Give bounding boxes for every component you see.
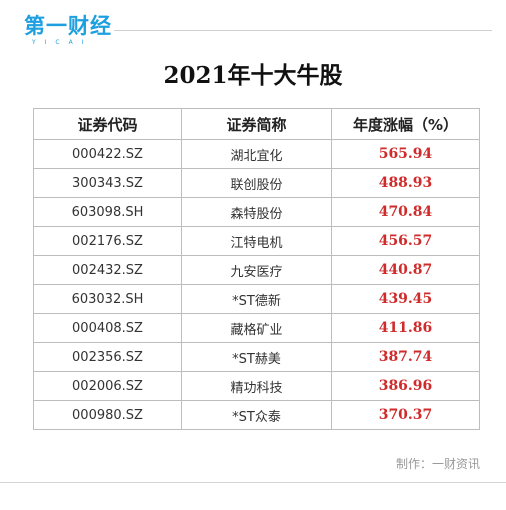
header-code: 证券代码 — [33, 108, 182, 140]
table-row: 603032.SH *ST德新 439.45 — [33, 284, 480, 314]
table-row: 002356.SZ *ST赫美 387.74 — [33, 342, 480, 372]
stock-name: 九安医疗 — [181, 255, 332, 285]
stock-gain: 565.94 — [331, 139, 480, 169]
stock-gain: 370.37 — [331, 400, 480, 430]
stock-code: 002356.SZ — [33, 342, 182, 372]
stock-code: 000980.SZ — [33, 400, 182, 430]
stock-code: 002432.SZ — [33, 255, 182, 285]
stock-code: 000422.SZ — [33, 139, 182, 169]
stock-name: 藏格矿业 — [181, 313, 332, 343]
table-row: 000408.SZ 藏格矿业 411.86 — [33, 313, 480, 343]
top-bar: 第一财经 YICAI — [0, 0, 506, 50]
stock-name: 湖北宜化 — [181, 139, 332, 169]
table-row: 000980.SZ *ST众泰 370.37 — [33, 400, 480, 430]
table-row: 000422.SZ 湖北宜化 565.94 — [33, 139, 480, 169]
stock-gain: 387.74 — [331, 342, 480, 372]
stock-name: *ST众泰 — [181, 400, 332, 430]
table-row: 002432.SZ 九安医疗 440.87 — [33, 255, 480, 285]
stock-gain: 470.84 — [331, 197, 480, 227]
logo-text: 第一财经 — [24, 14, 112, 38]
stock-gain: 488.93 — [331, 168, 480, 198]
stock-gain: 411.86 — [331, 313, 480, 343]
header-gain: 年度涨幅（%） — [331, 108, 480, 140]
credit-line: 制作：一财资讯 — [395, 457, 480, 471]
stock-gain: 386.96 — [331, 371, 480, 401]
table-row: 002006.SZ 精功科技 386.96 — [33, 371, 480, 401]
stock-code: 002176.SZ — [33, 226, 182, 256]
stock-name: 江特电机 — [181, 226, 332, 256]
stock-name: 精功科技 — [181, 371, 332, 401]
stock-code: 002006.SZ — [33, 371, 182, 401]
stock-name: *ST赫美 — [181, 342, 332, 372]
stock-name: 联创股份 — [181, 168, 332, 198]
table-row: 300343.SZ 联创股份 488.93 — [33, 168, 480, 198]
page-title: 2021年十大牛股 — [163, 62, 343, 89]
stock-code: 300343.SZ — [33, 168, 182, 198]
table-row: 002176.SZ 江特电机 456.57 — [33, 226, 480, 256]
stock-gain: 456.57 — [331, 226, 480, 256]
stock-code: 603032.SH — [33, 284, 182, 314]
top-divider — [114, 30, 492, 31]
bottom-divider — [0, 482, 506, 483]
stock-code: 603098.SH — [33, 197, 182, 227]
table-header-row: 证券代码 证券简称 年度涨幅（%） — [33, 108, 480, 140]
table-row: 603098.SH 森特股份 470.84 — [33, 197, 480, 227]
logo-subtext: YICAI — [32, 39, 93, 46]
stock-name: 森特股份 — [181, 197, 332, 227]
header-name: 证券简称 — [181, 108, 332, 140]
stock-gain: 440.87 — [331, 255, 480, 285]
stocks-table: 证券代码 证券简称 年度涨幅（%） 000422.SZ 湖北宜化 565.94 … — [33, 108, 480, 430]
stock-name: *ST德新 — [181, 284, 332, 314]
stock-code: 000408.SZ — [33, 313, 182, 343]
stock-gain: 439.45 — [331, 284, 480, 314]
